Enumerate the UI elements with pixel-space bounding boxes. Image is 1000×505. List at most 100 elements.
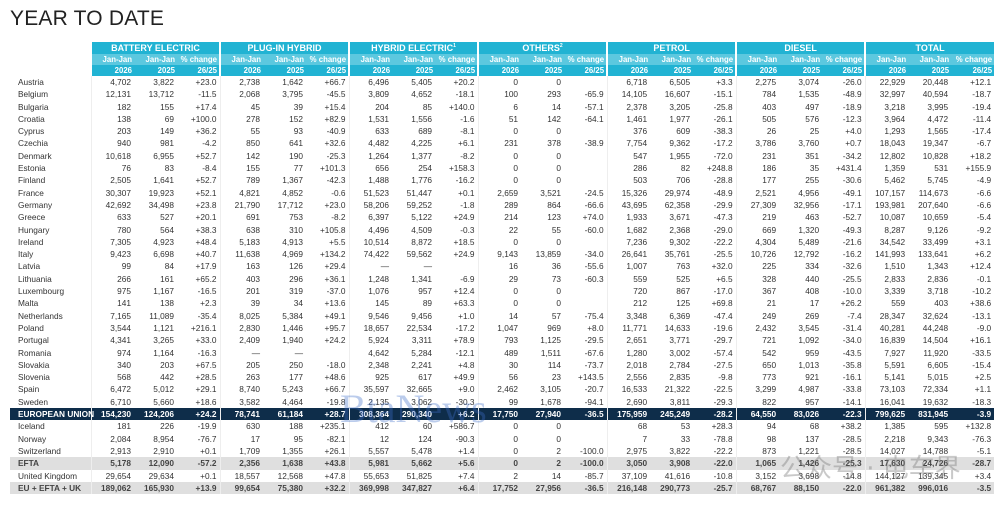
row-label: Switzerland bbox=[18, 445, 61, 456]
table-row: Luxembourg 975 1,167 -16.5 201 319 -37.0 1,076 9… bbox=[10, 285, 994, 298]
value-cell: 8,872 bbox=[411, 236, 433, 247]
percent-change-cell: -60.0 bbox=[584, 224, 604, 235]
percent-change-cell: +29.1 bbox=[195, 384, 217, 395]
value-cell: 3,795 bbox=[282, 89, 304, 100]
percent-change-cell: +65.2 bbox=[195, 273, 217, 284]
percent-change-cell: +18.5 bbox=[453, 236, 475, 247]
value-cell: 691 bbox=[219, 211, 264, 224]
value-cell: 0 bbox=[477, 420, 522, 433]
value-cell: 4,969 bbox=[282, 249, 304, 260]
column-subheader: % change bbox=[177, 54, 221, 65]
value-cell: 219 bbox=[735, 211, 780, 224]
value-cell: 1,642 bbox=[282, 77, 304, 87]
percent-change-cell: -25.3 bbox=[326, 150, 346, 161]
percent-change-cell: -18.1 bbox=[455, 89, 475, 100]
value-cell: 1,776 bbox=[411, 175, 433, 186]
percent-change-cell: -34.0 bbox=[842, 335, 862, 346]
value-cell: 17,750 bbox=[477, 408, 522, 421]
percent-change-cell: -38.9 bbox=[584, 138, 604, 149]
percent-change-cell bbox=[564, 420, 607, 432]
percent-change-cell: -3.5 bbox=[951, 481, 995, 495]
value-cell: 2,409 bbox=[219, 334, 264, 347]
value-cell: 19,347 bbox=[922, 138, 949, 149]
percent-change-cell: -19.4 bbox=[972, 101, 992, 112]
value-cell: 527 bbox=[160, 212, 174, 223]
value-cell: 4,464 bbox=[282, 396, 304, 407]
percent-change-cell: -6.7 bbox=[976, 138, 992, 149]
value-cell: 753 bbox=[289, 212, 304, 223]
value-cell: 1,955 bbox=[669, 150, 691, 161]
value-cell: 3,786 bbox=[735, 137, 780, 150]
column-subheader: % change bbox=[435, 54, 479, 65]
column-subheader: 2025 bbox=[521, 65, 565, 76]
value-cell: 154,230 bbox=[90, 408, 134, 421]
value-cell: 35,597 bbox=[348, 383, 393, 396]
column-subheader: % change bbox=[822, 54, 866, 65]
percent-change-cell: +13.9 bbox=[177, 481, 221, 495]
row-label: Norway bbox=[18, 433, 47, 444]
percent-change-cell: -36.5 bbox=[564, 481, 608, 495]
table-row: Finland 2,505 1,641 +52.7 789 1,367 -42.3 1,488… bbox=[10, 174, 994, 187]
percent-change-cell: +78.9 bbox=[453, 335, 475, 346]
percent-change-cell: -28.7 bbox=[951, 457, 995, 470]
value-cell: 3,811 bbox=[669, 396, 691, 407]
group-header: TOTAL bbox=[864, 42, 995, 54]
percent-change-cell: +235.1 bbox=[319, 421, 346, 432]
percent-change-cell: -10.2 bbox=[972, 286, 992, 297]
column-subheader: 26/25 bbox=[177, 65, 221, 76]
value-cell: 2,378 bbox=[606, 100, 651, 113]
percent-change-cell: +28.3 bbox=[711, 421, 733, 432]
value-cell: 3,218 bbox=[864, 100, 909, 113]
value-cell: 27,940 bbox=[521, 408, 565, 421]
value-cell: 1,065 bbox=[735, 457, 780, 470]
value-cell: 21 bbox=[735, 297, 780, 310]
column-subheader: Jan-Jan bbox=[263, 54, 307, 65]
value-cell: 1,678 bbox=[540, 396, 562, 407]
value-cell: 226 bbox=[160, 421, 174, 432]
value-cell: 26 bbox=[735, 125, 780, 138]
value-cell: 1,641 bbox=[153, 175, 174, 186]
value-cell: 720 bbox=[606, 285, 651, 298]
value-cell: 5,557 bbox=[348, 444, 393, 458]
value-cell: 214 bbox=[477, 211, 522, 224]
value-cell: 656 bbox=[348, 162, 393, 175]
value-cell: 1,565 bbox=[927, 126, 949, 137]
value-cell: 3,062 bbox=[411, 396, 433, 407]
percent-change-cell: -7.4 bbox=[847, 310, 862, 321]
value-cell: 669 bbox=[735, 223, 780, 236]
value-cell: 0 bbox=[556, 163, 562, 174]
value-cell: 0 bbox=[477, 149, 522, 163]
value-cell: 3,265 bbox=[153, 335, 174, 346]
value-cell: 0 bbox=[477, 285, 522, 298]
value-cell: 44,248 bbox=[922, 322, 949, 333]
value-cell: 14 bbox=[551, 101, 562, 112]
percent-change-cell: +49.1 bbox=[324, 310, 346, 321]
value-cell: 347,827 bbox=[392, 481, 436, 495]
value-cell: 1,940 bbox=[282, 335, 304, 346]
value-cell: 630 bbox=[219, 420, 264, 433]
value-cell: 5,462 bbox=[864, 174, 909, 187]
value-cell: 0 bbox=[477, 235, 522, 249]
value-cell: 2,659 bbox=[477, 186, 522, 199]
value-cell: 850 bbox=[219, 137, 264, 150]
percent-change-cell: -8.4 bbox=[202, 163, 217, 174]
value-cell: 5,178 bbox=[90, 457, 134, 470]
value-cell: 59,252 bbox=[406, 199, 433, 210]
value-cell: 3,545 bbox=[798, 322, 820, 333]
value-cell: 29 bbox=[477, 272, 522, 286]
value-cell: 1,343 bbox=[927, 261, 949, 272]
value-cell: 576 bbox=[805, 113, 820, 124]
percent-change-cell: -26.0 bbox=[842, 77, 862, 87]
value-cell: 0 bbox=[556, 150, 562, 161]
value-cell: 18,557 bbox=[219, 469, 264, 482]
value-cell: 3,299 bbox=[735, 383, 780, 396]
value-cell: 763 bbox=[676, 261, 691, 272]
percent-change-cell: +67.5 bbox=[195, 359, 217, 370]
percent-change-cell: +29.4 bbox=[324, 261, 346, 272]
percent-change-cell: +5.6 bbox=[435, 457, 479, 470]
percent-change-cell: -65.9 bbox=[584, 89, 604, 100]
percent-change-cell: +1.1 bbox=[974, 384, 992, 395]
percent-change-cell: +140.0 bbox=[448, 101, 475, 112]
value-cell: 33 bbox=[680, 433, 691, 444]
percent-change-cell: -19.8 bbox=[326, 396, 346, 407]
